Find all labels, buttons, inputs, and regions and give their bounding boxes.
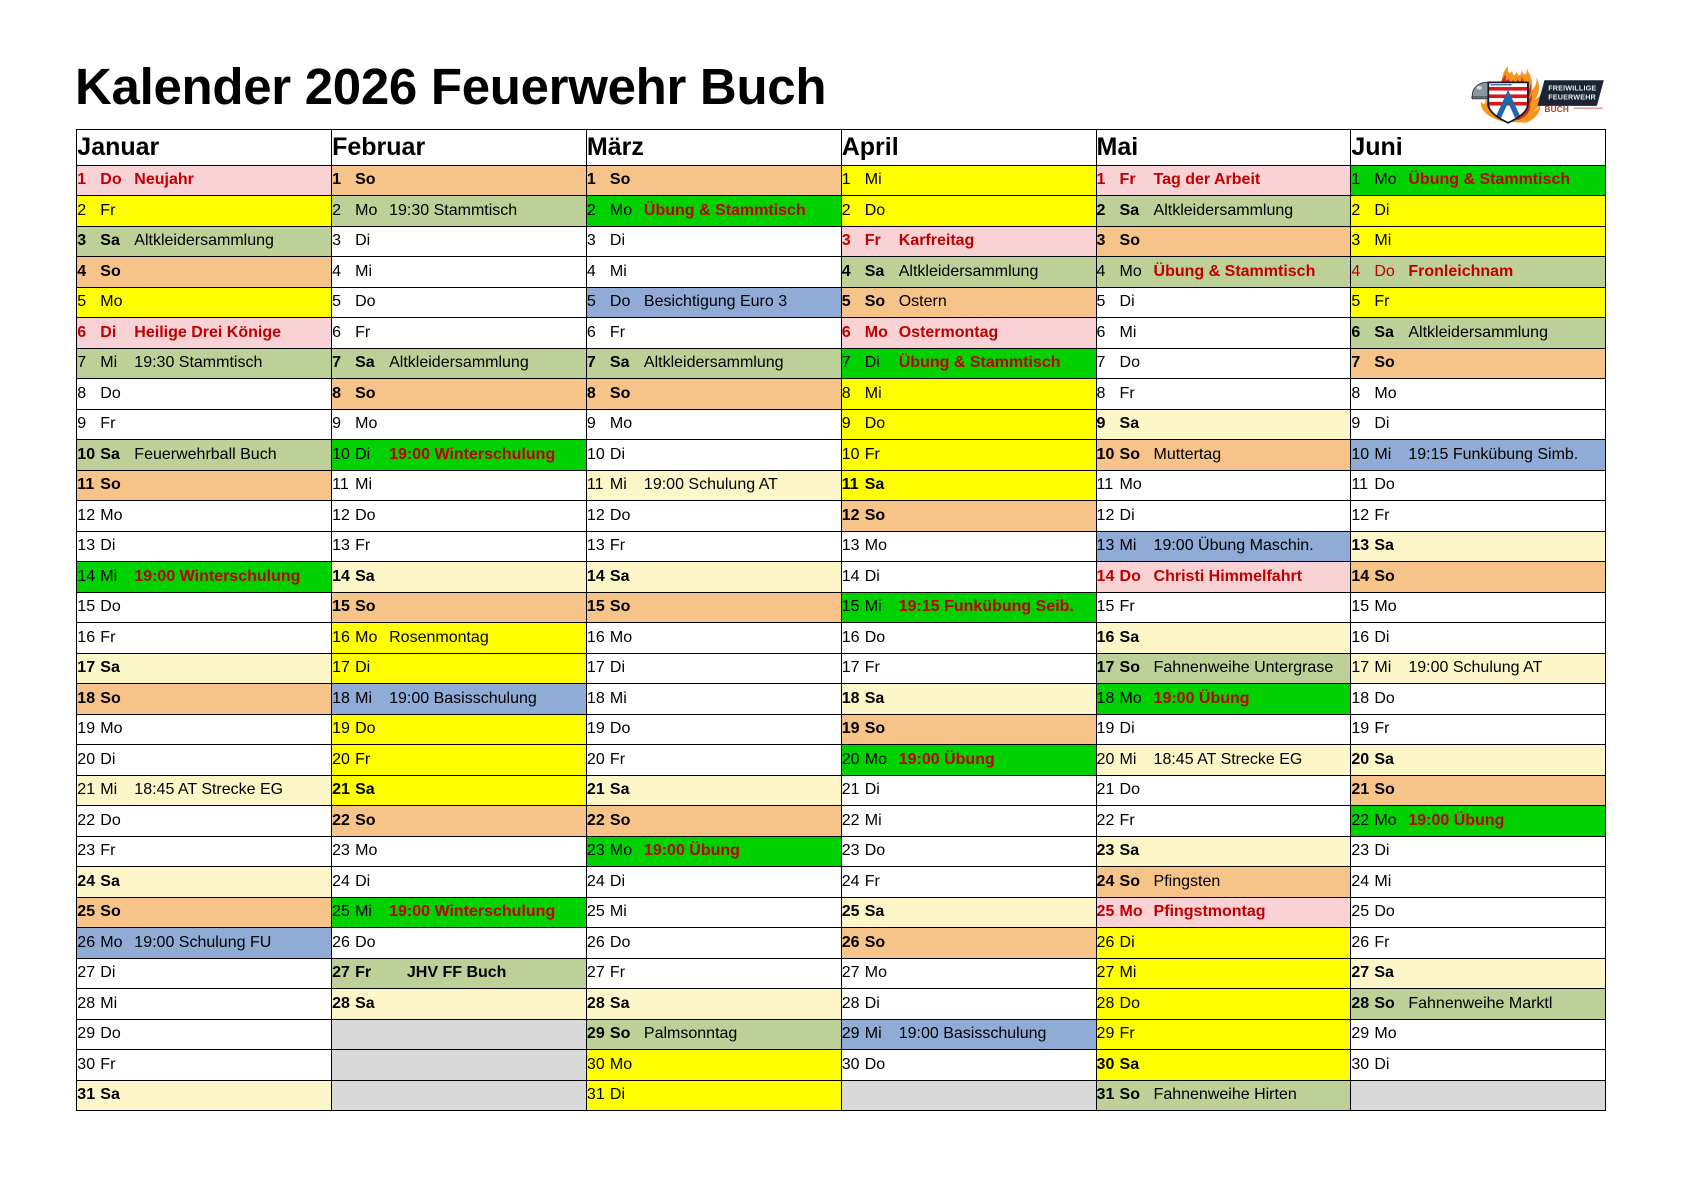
svg-text:FEUERWEHR: FEUERWEHR — [1548, 93, 1596, 102]
svg-text:FREIWILLIGE: FREIWILLIGE — [1548, 83, 1596, 92]
svg-text:BUCH: BUCH — [1544, 105, 1569, 114]
